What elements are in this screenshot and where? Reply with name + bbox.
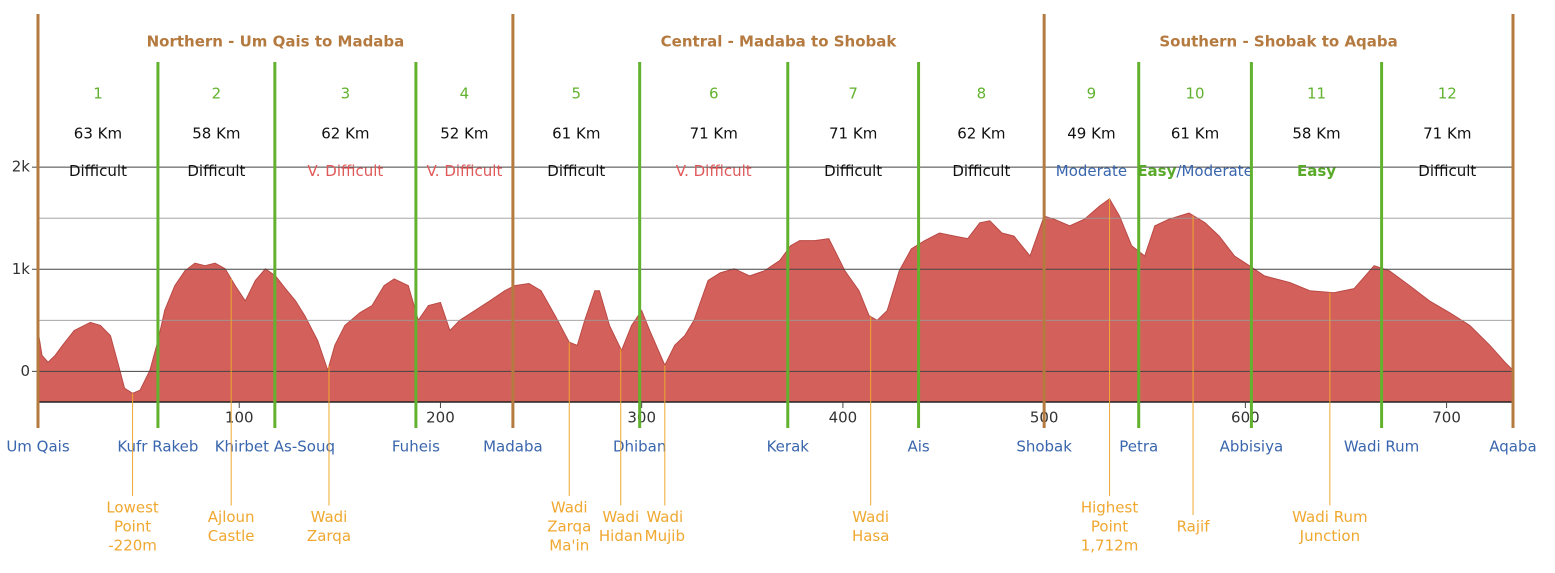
x-tick-label: 600 bbox=[1231, 409, 1260, 427]
stage-distance: 71 Km bbox=[690, 125, 738, 143]
stage-difficulty: Easy/Moderate bbox=[1137, 162, 1252, 180]
stage-difficulty: Easy bbox=[1297, 162, 1336, 180]
stage-number: 12 bbox=[1438, 85, 1457, 103]
annotation-text: Zarqa bbox=[307, 527, 351, 545]
stage-number: 8 bbox=[977, 85, 987, 103]
stage-number: 11 bbox=[1307, 85, 1326, 103]
difficulty-part: Easy bbox=[1137, 162, 1176, 180]
place-label: Petra bbox=[1119, 438, 1158, 456]
stage-difficulty: Moderate bbox=[1056, 162, 1127, 180]
stage-number: 10 bbox=[1186, 85, 1205, 103]
x-tick-label: 400 bbox=[829, 409, 858, 427]
place-label: Khirbet As-Souq bbox=[215, 438, 335, 456]
difficulty-part: Difficult bbox=[69, 162, 127, 180]
stage-number: 7 bbox=[848, 85, 858, 103]
y-tick-label: 1k bbox=[12, 260, 31, 278]
annotation-text: Wadi bbox=[551, 499, 588, 517]
place-label: Wadi Rum bbox=[1344, 438, 1419, 456]
stage-distance: 61 Km bbox=[552, 125, 600, 143]
stage-difficulty: Difficult bbox=[69, 162, 127, 180]
difficulty-part: Easy bbox=[1297, 162, 1336, 180]
stage-number: 2 bbox=[212, 85, 222, 103]
difficulty-part: Difficult bbox=[1418, 162, 1476, 180]
place-label: Aqaba bbox=[1489, 438, 1536, 456]
stage-number: 1 bbox=[93, 85, 103, 103]
annotation-text: Castle bbox=[208, 527, 255, 545]
y-tick-label: 0 bbox=[20, 362, 30, 380]
x-tick-label: 700 bbox=[1432, 409, 1461, 427]
x-tick-label: 200 bbox=[426, 409, 455, 427]
stage-difficulty: V. Difficult bbox=[426, 162, 502, 180]
annotation-text: Hidan bbox=[599, 527, 643, 545]
stage-difficulty: V. Difficult bbox=[307, 162, 383, 180]
annotation-text: 1,712m bbox=[1081, 537, 1139, 555]
stage-distance: 52 Km bbox=[440, 125, 488, 143]
stage-distance: 62 Km bbox=[321, 125, 369, 143]
stage-difficulty: V. Difficult bbox=[676, 162, 752, 180]
difficulty-part: Difficult bbox=[187, 162, 245, 180]
annotation-text: Mujib bbox=[645, 527, 685, 545]
annotation-text: Wadi bbox=[646, 508, 683, 526]
stage-difficulty: Difficult bbox=[547, 162, 605, 180]
stage-number: 6 bbox=[709, 85, 719, 103]
place-label: Kerak bbox=[767, 438, 810, 456]
annotation-text: Hasa bbox=[852, 527, 889, 545]
stage-distance: 58 Km bbox=[1292, 125, 1340, 143]
annotation-text: Highest bbox=[1081, 499, 1139, 517]
stage-distance: 61 Km bbox=[1171, 125, 1219, 143]
y-tick-label: 2k bbox=[12, 158, 31, 176]
elevation-area bbox=[37, 198, 1514, 403]
region-title: Northern - Um Qais to Madaba bbox=[147, 33, 405, 51]
stage-distance: 62 Km bbox=[957, 125, 1005, 143]
stage-difficulty: Difficult bbox=[187, 162, 245, 180]
annotation-text: Wadi bbox=[852, 508, 889, 526]
annotation-text: Junction bbox=[1299, 527, 1360, 545]
difficulty-part: Difficult bbox=[824, 162, 882, 180]
place-label: Ais bbox=[907, 438, 929, 456]
place-label: Madaba bbox=[483, 438, 543, 456]
annotation-text: Rajif bbox=[1177, 518, 1211, 536]
place-label: Abbisiya bbox=[1220, 438, 1284, 456]
region-title: Southern - Shobak to Aqaba bbox=[1159, 33, 1397, 51]
difficulty-part: V. Difficult bbox=[307, 162, 383, 180]
annotation-text: Point bbox=[1091, 518, 1128, 536]
annotation-text: Wadi bbox=[602, 508, 639, 526]
stage-difficulty: Difficult bbox=[824, 162, 882, 180]
annotation-text: Ma'in bbox=[549, 537, 589, 555]
stage-number: 3 bbox=[341, 85, 351, 103]
difficulty-part: Moderate bbox=[1181, 162, 1252, 180]
stage-number: 4 bbox=[460, 85, 470, 103]
annotation-text: Lowest bbox=[106, 499, 159, 517]
place-label: Fuheis bbox=[392, 438, 440, 456]
difficulty-part: / bbox=[1176, 162, 1182, 180]
stage-distance: 63 Km bbox=[74, 125, 122, 143]
stage-distance: 71 Km bbox=[829, 125, 877, 143]
annotation-text: Zarqa bbox=[547, 518, 591, 536]
annotation-text: Wadi bbox=[311, 508, 348, 526]
region-title: Central - Madaba to Shobak bbox=[661, 33, 898, 51]
difficulty-part: Difficult bbox=[952, 162, 1010, 180]
difficulty-part: V. Difficult bbox=[426, 162, 502, 180]
annotation-text: Point bbox=[114, 518, 151, 536]
stage-difficulty: Difficult bbox=[1418, 162, 1476, 180]
stage-difficulty: Difficult bbox=[952, 162, 1010, 180]
stage-number: 9 bbox=[1087, 85, 1097, 103]
place-label: Shobak bbox=[1016, 438, 1072, 456]
annotation-text: Ajloun bbox=[208, 508, 255, 526]
annotation-text: Wadi Rum bbox=[1292, 508, 1367, 526]
difficulty-part: Difficult bbox=[547, 162, 605, 180]
place-label: Dhiban bbox=[613, 438, 666, 456]
x-tick-label: 300 bbox=[627, 409, 656, 427]
annotation-text: -220m bbox=[108, 537, 157, 555]
stage-distance: 49 Km bbox=[1067, 125, 1115, 143]
stage-distance: 71 Km bbox=[1423, 125, 1471, 143]
place-label: Um Qais bbox=[6, 438, 70, 456]
difficulty-part: Moderate bbox=[1056, 162, 1127, 180]
stage-number: 5 bbox=[572, 85, 582, 103]
stage-distance: 58 Km bbox=[192, 125, 240, 143]
place-label: Kufr Rakeb bbox=[117, 438, 198, 456]
x-tick-label: 100 bbox=[225, 409, 254, 427]
difficulty-part: V. Difficult bbox=[676, 162, 752, 180]
